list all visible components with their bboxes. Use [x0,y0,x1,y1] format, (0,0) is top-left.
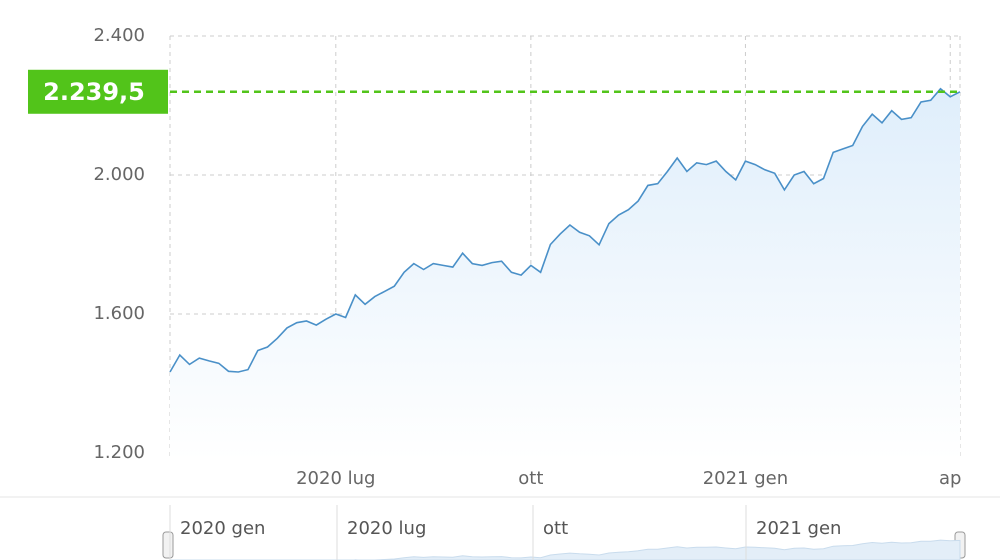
price-marker-box [28,69,168,114]
y-tick-label: 2.000 [93,164,145,185]
area-fill [170,88,960,461]
price-line [169,87,961,373]
y-tick-label: 1.600 [93,303,145,324]
navigator-label: ott [543,518,568,539]
x-tick-label: ott [518,468,543,489]
x-tick-label: 2020 lug [296,468,375,489]
y-tick-label: 1.200 [93,442,145,463]
navigator-area [169,539,961,560]
x-tick-label: ap [939,468,961,489]
navigator-label: 2020 gen [180,518,265,539]
y-tick-label: 2.400 [93,25,145,46]
navigator-label: 2020 lug [347,518,426,539]
navigator-label: 2021 gen [756,518,841,539]
x-tick-label: 2021 gen [703,468,788,489]
price-marker-label: 2.239,5 [43,78,145,106]
navigator-handle[interactable] [162,531,174,559]
